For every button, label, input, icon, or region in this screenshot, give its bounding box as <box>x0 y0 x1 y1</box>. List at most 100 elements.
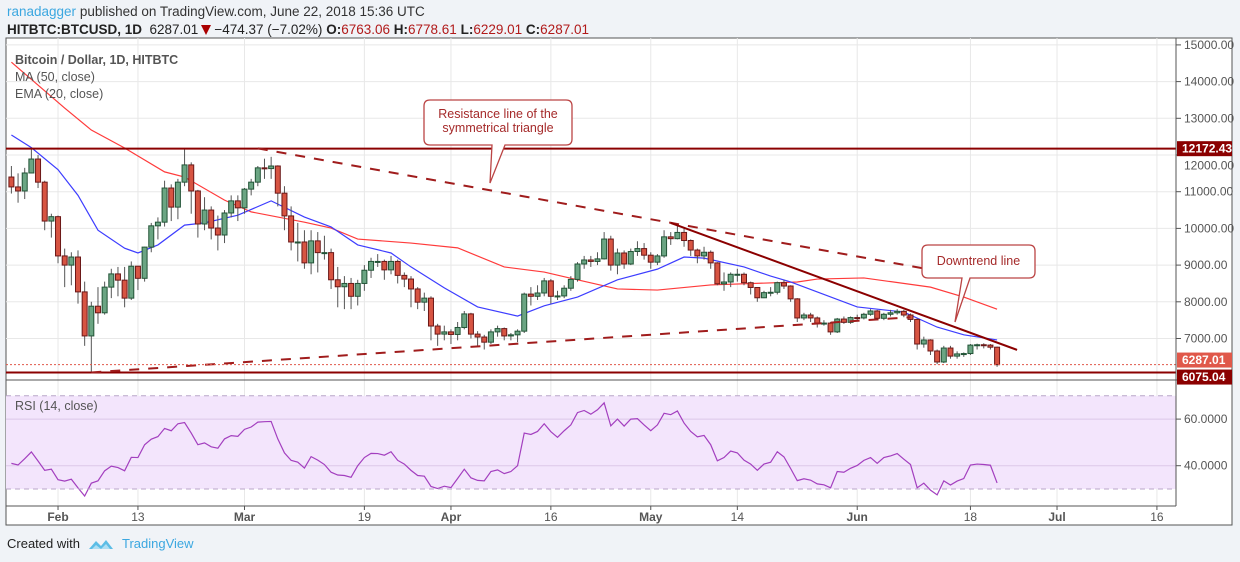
rsi-legend[interactable]: RSI (14, close) <box>15 399 98 413</box>
candle <box>721 272 728 291</box>
candle <box>527 287 534 306</box>
close-value: 6287.01 <box>540 22 589 37</box>
candle <box>168 184 175 222</box>
candle <box>328 248 335 289</box>
candle-body <box>927 339 934 352</box>
candle <box>561 285 568 299</box>
candle-body <box>840 318 847 323</box>
high-label: H: <box>393 22 409 37</box>
date-tick-label: Jun <box>847 510 868 524</box>
candle <box>754 286 761 302</box>
candle-body <box>94 305 101 314</box>
candle-body <box>168 187 175 208</box>
candle <box>647 252 654 269</box>
ema-legend[interactable]: EMA (20, close) <box>15 87 104 101</box>
price-tick-label: 11000.00 <box>1184 185 1233 199</box>
candle <box>288 206 295 251</box>
candle <box>341 276 348 310</box>
candle <box>8 166 15 194</box>
tradingview-link[interactable]: TradingView <box>121 536 194 551</box>
candle <box>121 266 128 308</box>
candle <box>634 241 641 256</box>
candle <box>348 277 355 310</box>
resistance-callout[interactable]: Resistance line of the symmetrical trian… <box>424 107 572 135</box>
trendlines[interactable] <box>6 99 1176 374</box>
date-tick-label: 16 <box>544 510 558 524</box>
candle <box>707 250 714 269</box>
candle <box>501 327 508 341</box>
candle-body <box>481 336 488 343</box>
candle-body <box>121 279 128 299</box>
candle-body <box>947 347 954 357</box>
price-tag <box>1177 369 1232 385</box>
candle <box>934 349 941 365</box>
candle-body <box>388 260 395 271</box>
candle-body <box>960 353 967 356</box>
candle-body <box>467 313 474 335</box>
candle-body <box>734 273 741 276</box>
date-tick-label: Mar <box>234 510 256 524</box>
candle <box>241 188 248 214</box>
resistance-callout-bubble <box>423 99 573 184</box>
candle <box>794 298 801 322</box>
date-tick-label: 13 <box>131 510 145 524</box>
candle <box>55 215 62 264</box>
candle <box>614 248 621 275</box>
price-tick-label: 10000.00 <box>1184 221 1234 235</box>
candle <box>667 232 674 245</box>
candle-body <box>827 322 834 333</box>
candle-body <box>800 314 807 319</box>
candle <box>68 252 75 286</box>
candle-body <box>234 200 241 209</box>
candle <box>727 272 734 288</box>
price-tag-label: 12172.43 <box>1182 142 1232 156</box>
candle-body <box>967 344 974 355</box>
downtrend-callout[interactable]: Downtrend line <box>936 254 1021 268</box>
candle <box>208 206 215 240</box>
candle-body <box>854 317 861 320</box>
low-label: L: <box>460 22 474 37</box>
candle-body <box>394 260 401 276</box>
candle <box>507 332 514 341</box>
candle-body <box>607 238 614 266</box>
candle-body <box>381 260 388 271</box>
candle <box>587 255 594 267</box>
date-tick-label: 18 <box>964 510 978 524</box>
candle <box>268 156 275 179</box>
candle <box>454 321 461 341</box>
candle <box>48 213 55 238</box>
candle <box>867 309 874 316</box>
date-tick-label: May <box>639 510 663 524</box>
candle <box>674 224 681 240</box>
candle <box>827 321 834 335</box>
candle-body <box>900 310 907 316</box>
candle-body <box>354 282 361 297</box>
author-link[interactable]: ranadagger <box>7 4 77 19</box>
candle-body <box>421 297 428 303</box>
candle-body <box>614 252 621 266</box>
ma-legend[interactable]: MA (50, close) <box>15 70 95 84</box>
candle-body <box>308 240 315 264</box>
rsi-tick-label: 60.0000 <box>1184 412 1228 426</box>
candle-body <box>541 280 548 294</box>
candle <box>521 292 528 333</box>
candle <box>128 261 135 300</box>
candle-body <box>574 263 581 280</box>
candle-body <box>88 305 95 337</box>
downtrend-callout-bubble <box>921 244 1036 323</box>
axes[interactable]: 15000.00 14000.00 13000.00 12000.00 11000.00… <box>47 38 1234 524</box>
candle-body <box>15 186 22 192</box>
candle <box>621 250 628 269</box>
candle-body <box>81 291 88 337</box>
candle <box>174 178 181 220</box>
candle-body <box>314 240 321 254</box>
candle <box>281 186 288 231</box>
candle <box>461 310 468 330</box>
candle-body <box>754 286 761 299</box>
candle <box>920 336 927 348</box>
price-tag-label: 6287.01 <box>1182 353 1226 367</box>
resistance-callout-line-1: Resistance line of the <box>438 107 558 121</box>
candle <box>787 285 794 302</box>
candle-body <box>268 165 275 170</box>
